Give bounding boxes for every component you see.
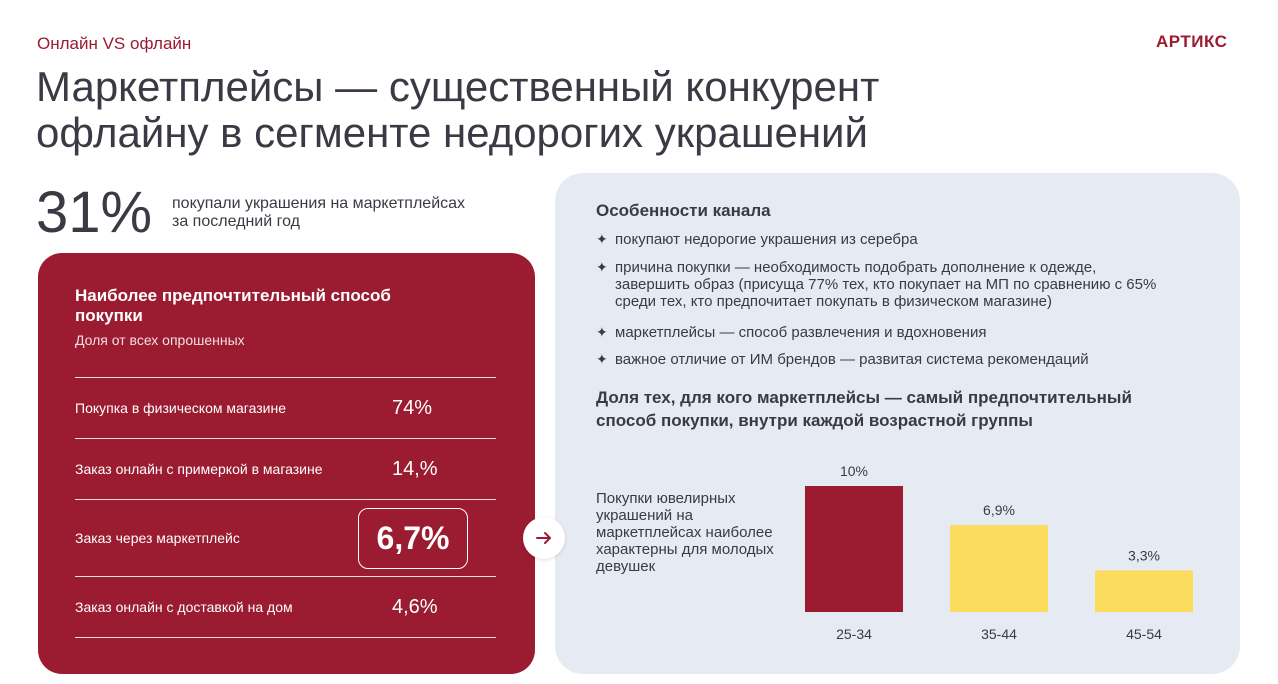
x-tick-label: 25-34: [836, 626, 872, 642]
preferred-method-card: Наиболее предпочтительный способ покупки…: [38, 253, 535, 674]
row-label-physical-store: Покупка в физическом магазине: [75, 400, 286, 416]
age-group-bar-chart: 10% 25-34 6,9% 35-44 3,3% 45-54: [805, 463, 1193, 642]
row-value-marketplace: 6,7%: [376, 520, 450, 556]
bullet-text: покупают недорогие украшения из серебра: [615, 231, 918, 248]
stat-value: 31%: [36, 180, 153, 245]
brand-logo: АРТИКС: [1156, 32, 1228, 51]
bar-value-label: 6,9%: [983, 502, 1015, 518]
bullet-item: ✦ покупают недорогие украшения из серебр…: [596, 231, 1175, 248]
bullet-text: важное отличие от ИМ брендов — развитая …: [615, 351, 1089, 368]
chart-note: Покупки ювелирных украшений на маркетпле…: [596, 490, 774, 575]
sparkle-icon: ✦: [596, 351, 608, 367]
row-value-online-fitting: 14,%: [392, 458, 438, 480]
bullet-text: маркетплейсы — способ развлечения и вдох…: [615, 324, 987, 341]
row-value-physical-store: 74%: [392, 397, 433, 419]
sparkle-icon: ✦: [596, 231, 608, 247]
chart-title: Доля тех, для кого маркетплейсы — самый …: [596, 388, 1132, 430]
x-tick-label: 45-54: [1126, 626, 1162, 642]
page-title: Маркетплейсы — существенный конкурент оф…: [36, 63, 880, 156]
bullet-item: ✦ маркетплейсы — способ развлечения и вд…: [596, 324, 1175, 341]
row-label-marketplace: Заказ через маркетплейс: [75, 530, 240, 546]
sparkle-icon: ✦: [596, 324, 608, 340]
bullet-text: причина покупки — необходимость подобрат…: [615, 259, 1157, 310]
section-tag: Онлайн VS офлайн: [37, 34, 192, 53]
row-label-home-delivery: Заказ онлайн с доставкой на дом: [75, 599, 293, 615]
bar-value-label: 3,3%: [1128, 547, 1160, 563]
bar-25-34: [805, 486, 903, 612]
x-tick-label: 35-44: [981, 626, 1017, 642]
arrow-button[interactable]: [523, 517, 565, 559]
marketplace-highlight: 6,7%: [358, 508, 468, 569]
bullet-item: ✦ важное отличие от ИМ брендов — развита…: [596, 351, 1175, 368]
arrow-right-icon: [536, 532, 551, 544]
sparkle-icon: ✦: [596, 259, 608, 275]
divider: [75, 499, 496, 500]
bar-value-label: 10%: [840, 463, 868, 479]
divider: [75, 438, 496, 439]
panel-title: Особенности канала: [596, 201, 771, 220]
divider: [75, 637, 496, 638]
bullet-item: ✦ причина покупки — необходимость подобр…: [596, 259, 1175, 310]
card-title: Наиболее предпочтительный способ покупки: [75, 286, 391, 325]
stat-description: покупали украшения на маркетплейсах за п…: [172, 195, 466, 230]
card-subtitle: Доля от всех опрошенных: [75, 332, 245, 348]
row-label-online-fitting: Заказ онлайн с примеркой в магазине: [75, 461, 323, 477]
row-value-home-delivery: 4,6%: [392, 596, 438, 618]
bar-35-44: [950, 525, 1048, 612]
divider: [75, 576, 496, 577]
bar-45-54: [1095, 570, 1193, 612]
divider: [75, 377, 496, 378]
channel-features-panel: Особенности канала ✦ покупают недорогие …: [555, 173, 1240, 674]
